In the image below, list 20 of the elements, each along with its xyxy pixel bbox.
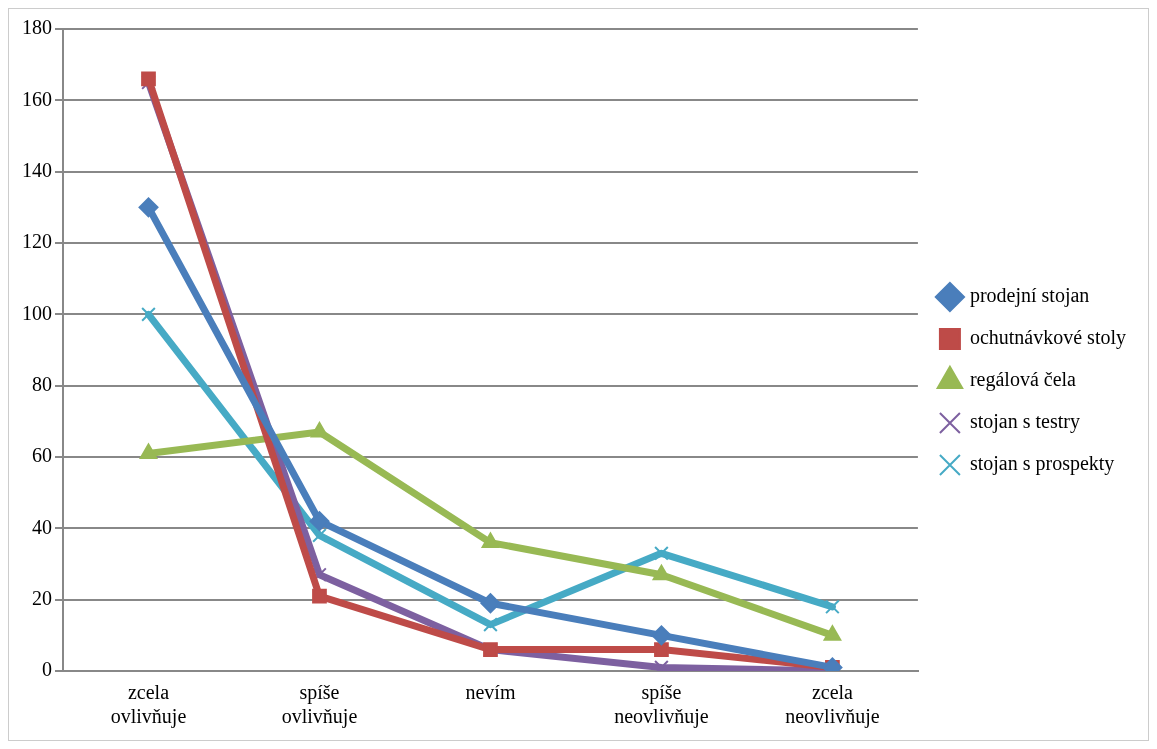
y-tick-label: 80 <box>32 372 52 395</box>
legend-label: stojan s testry <box>969 410 1080 434</box>
x-tick-label: zcela neovlivňuje <box>785 681 880 729</box>
x-tick-label: zcela ovlivňuje <box>110 681 187 729</box>
y-tick-label: 100 <box>22 301 52 324</box>
y-tick-label: 60 <box>32 444 52 467</box>
y-tick-label: 40 <box>32 515 52 538</box>
y-tick-label: 180 <box>22 16 52 39</box>
y-tick-label: 20 <box>32 586 52 609</box>
y-tick-label: 120 <box>22 230 52 253</box>
x-tick-label: nevím <box>465 681 516 704</box>
x-tick-label: spíše ovlivňuje <box>281 681 358 729</box>
y-tick-label: 0 <box>42 658 52 681</box>
legend-label: regálová čela <box>969 368 1077 392</box>
legend-label: ochutnávkové stoly <box>969 326 1127 350</box>
y-tick-label: 140 <box>22 158 52 181</box>
y-tick-label: 160 <box>22 87 52 110</box>
x-tick-label: spíše neovlivňuje <box>614 681 709 729</box>
legend-label: stojan s prospekty <box>969 452 1115 476</box>
legend-label: prodejní stojan <box>969 284 1090 308</box>
